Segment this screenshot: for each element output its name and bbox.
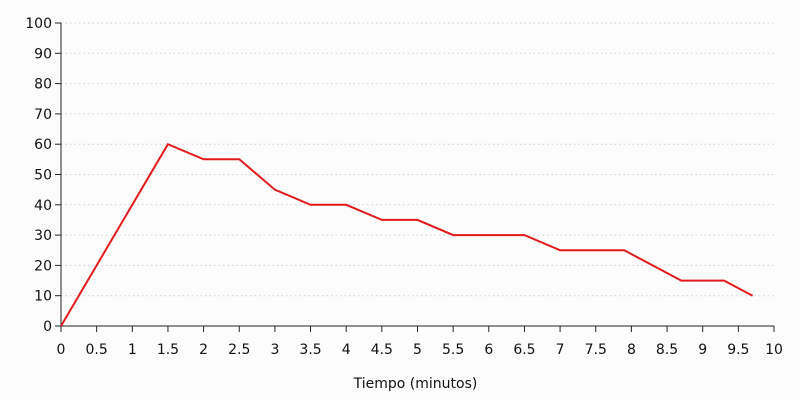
x-tick-label: 5.5 — [442, 342, 464, 358]
x-tick-label: 2.5 — [228, 342, 250, 358]
x-tick-label: 7 — [556, 342, 565, 358]
y-tick-label: 20 — [34, 258, 52, 274]
x-tick-label: 4 — [342, 342, 351, 358]
x-tick-label: 1 — [128, 342, 137, 358]
x-tick-label: 6.5 — [513, 342, 535, 358]
x-tick-label: 9 — [698, 342, 707, 358]
x-tick-label: 3.5 — [299, 342, 321, 358]
x-axis-ticks: 0 0.5 1 1.5 2 2.5 3 3.5 4 4.5 5 5.5 6 6.5 7 7.5 8 8.5 9 9.5… — [57, 326, 783, 358]
x-tick-label: 10 — [765, 342, 783, 358]
x-tick-label: 1.5 — [157, 342, 179, 358]
x-tick-label: 9.5 — [727, 342, 749, 358]
y-tick-label: 70 — [34, 107, 52, 123]
series-line — [60, 142, 754, 327]
x-tick-label: 5 — [413, 342, 422, 358]
grid-lines — [61, 22, 774, 297]
x-tick-label: 6 — [484, 342, 493, 358]
x-axis-title: Tiempo (minutos) — [353, 376, 478, 392]
x-tick-label: 8 — [627, 342, 636, 358]
y-tick-label: 60 — [34, 137, 52, 153]
y-tick-label: 10 — [34, 289, 52, 305]
y-tick-label: 40 — [34, 198, 52, 214]
y-tick-label: 50 — [34, 168, 52, 184]
y-axis-ticks: 0 10 20 30 40 50 60 70 80 90 100 — [25, 16, 61, 335]
x-tick-label: 3 — [270, 342, 279, 358]
y-tick-label: 100 — [25, 16, 52, 32]
y-tick-label: 0 — [43, 319, 52, 335]
x-tick-label: 7.5 — [585, 342, 607, 358]
y-tick-label: 30 — [34, 228, 52, 244]
y-tick-label: 90 — [34, 46, 52, 62]
x-tick-label: 2 — [199, 342, 208, 358]
x-tick-label: 4.5 — [371, 342, 393, 358]
y-tick-label: 80 — [34, 77, 52, 93]
x-tick-label: 0.5 — [86, 342, 108, 358]
x-tick-label: 8.5 — [656, 342, 678, 358]
x-tick-label: 0 — [57, 342, 66, 358]
series-group — [60, 142, 754, 327]
